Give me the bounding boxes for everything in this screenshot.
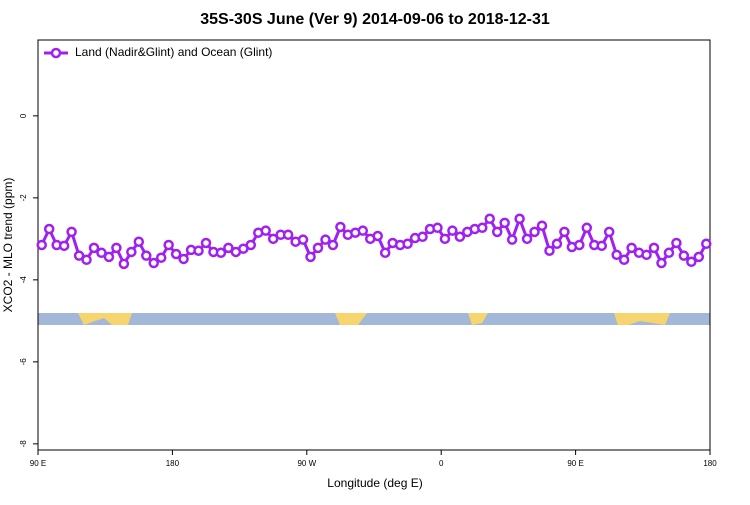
data-point: [372, 230, 383, 242]
data-point: [320, 234, 331, 245]
data-point: [432, 222, 443, 234]
x-tick-label: 180: [166, 459, 180, 468]
y-tick-label: 0: [19, 113, 28, 118]
data-point: [506, 234, 518, 245]
land-shape: [614, 313, 670, 325]
data-point: [193, 245, 204, 256]
data-point: [603, 226, 615, 238]
data-point: [148, 257, 159, 269]
land-shape: [78, 313, 132, 325]
data-point: [648, 242, 660, 254]
data-point: [439, 233, 451, 245]
x-tick-label: 0: [439, 459, 444, 468]
data-point: [223, 242, 234, 254]
data-point: [81, 254, 92, 266]
map-strip: [38, 313, 710, 325]
data-point: [641, 249, 652, 261]
data-point: [626, 242, 637, 254]
data-point: [178, 253, 189, 265]
data-point: [544, 245, 555, 256]
data-point: [312, 242, 324, 254]
legend-label: Land (Nadir&Glint) and Ocean (Glint): [75, 45, 272, 59]
data-point: [574, 239, 585, 251]
land-shape: [468, 313, 488, 325]
data-point: [163, 239, 174, 251]
data-point: [305, 251, 316, 263]
data-point: [73, 250, 85, 261]
data-point: [536, 220, 548, 231]
data-point: [43, 223, 55, 235]
data-point: [417, 231, 428, 243]
data-point: [66, 226, 77, 238]
data-point: [111, 242, 122, 254]
data-point: [447, 225, 458, 236]
y-axis-label: XCO2 - MLO trend (ppm): [1, 178, 15, 313]
data-point: [96, 247, 107, 259]
data-point: [379, 247, 391, 259]
x-axis-label: Longitude (deg E): [327, 476, 422, 490]
data-point: [693, 251, 705, 263]
data-point: [327, 239, 339, 251]
data-point: [36, 239, 47, 251]
data-point: [491, 226, 503, 238]
data-point: [618, 254, 630, 266]
data-point: [484, 213, 495, 225]
data-point: [200, 237, 212, 249]
y-tick-label: -4: [19, 276, 28, 284]
data-point: [126, 246, 137, 258]
data-point: [663, 247, 675, 259]
y-tick-label: -8: [19, 440, 28, 448]
data-point: [58, 240, 70, 252]
data-point: [155, 252, 167, 263]
data-point: [454, 231, 466, 243]
ocean-band: [38, 313, 710, 325]
data-point: [477, 222, 488, 234]
data-point: [357, 225, 369, 236]
data-point: [103, 251, 115, 263]
data-point: [282, 229, 294, 240]
data-point: [686, 256, 697, 268]
chart-title: 35S-30S June (Ver 9) 2014-09-06 to 2018-…: [200, 11, 550, 28]
x-tick-label: 90 E: [567, 459, 583, 468]
data-point: [529, 226, 540, 238]
data-point: [297, 234, 309, 245]
data-point: [215, 247, 227, 259]
data-point: [133, 236, 145, 247]
y-tick-label: -2: [19, 194, 28, 202]
data-point: [678, 250, 690, 261]
data-point: [521, 233, 533, 245]
data-point: [141, 250, 152, 261]
y-tick-label: -6: [19, 358, 28, 366]
data-point: [245, 239, 257, 251]
data-point: [260, 225, 271, 236]
data-point: [581, 222, 593, 234]
data-point: [267, 233, 279, 245]
data-point: [559, 226, 570, 238]
land-shape: [335, 313, 367, 325]
data-point: [170, 248, 182, 260]
x-tick-label: 90 W: [297, 459, 316, 468]
data-point: [596, 240, 607, 252]
data-point: [656, 257, 667, 269]
x-tick-label: 180: [703, 459, 717, 468]
data-point: [611, 249, 622, 261]
data-point: [551, 238, 563, 250]
data-point: [402, 238, 413, 250]
data-point: [701, 238, 712, 250]
data-point: [335, 221, 346, 233]
legend-marker: [50, 47, 62, 59]
data-point: [671, 237, 682, 249]
data-point: [499, 217, 510, 229]
x-tick-label: 90 E: [30, 459, 46, 468]
data-point: [88, 242, 100, 254]
data-point: [514, 213, 525, 225]
data-point: [118, 258, 130, 270]
